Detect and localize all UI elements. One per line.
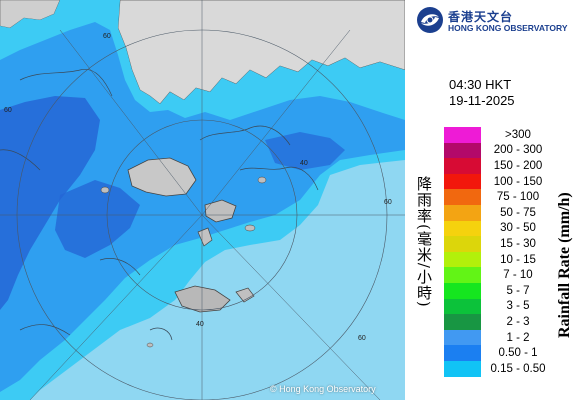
rain-area-heavy-3: [265, 132, 345, 170]
hk-island: [204, 199, 237, 223]
legend-swatch: [444, 314, 481, 330]
south-island-small: [235, 287, 255, 303]
legend-row: >300: [444, 127, 574, 143]
legend-row: 3 - 5: [444, 298, 574, 315]
legend-swatch: [444, 142, 481, 159]
small-islands: [100, 176, 267, 348]
legend-label: 150 - 200: [493, 159, 543, 172]
legend-row: 150 - 200: [444, 158, 574, 174]
legend-row: 100 - 150: [444, 173, 574, 190]
legend-swatch: [444, 251, 481, 268]
legend-swatch: [444, 158, 481, 174]
radar-map: 60 60 60 40 40 60 © Hong Kong Observator…: [0, 0, 405, 400]
legend-row: 50 - 75: [444, 204, 574, 221]
legend-label: 0.50 - 1: [498, 347, 538, 360]
legend-row: 2 - 3: [444, 314, 574, 330]
legend-label: >300: [505, 128, 531, 141]
ring-label: 40: [196, 321, 204, 328]
legend-row: 200 - 300: [444, 142, 574, 159]
rainfall-legend: >300 200 - 300 150 - 200 100 - 150 75 - 100 5…: [444, 127, 574, 377]
timestamp: 04:30 HKT 19-11-2025: [449, 77, 515, 109]
legend-label: 7 - 10: [503, 269, 533, 282]
hko-logo-icon: [417, 7, 443, 33]
legend-label: 50 - 75: [500, 206, 536, 219]
info-panel: 香港天文台 HONG KONG OBSERVATORY 04:30 HKT 19…: [405, 0, 577, 400]
legend-swatch: [444, 127, 481, 143]
legend-label: 10 - 15: [500, 253, 536, 266]
legend-swatch: [444, 345, 481, 361]
rain-area-heavy: [0, 96, 100, 310]
legend-label: 15 - 30: [500, 237, 536, 250]
legend-swatch: [444, 173, 481, 190]
legend-row: 15 - 30: [444, 236, 574, 252]
ring-label: 60: [103, 33, 111, 40]
ring-label: 60: [384, 199, 392, 206]
legend-label: 1 - 2: [506, 331, 530, 344]
legend-row: 1 - 2: [444, 329, 574, 346]
hko-logo: 香港天文台 HONG KONG OBSERVATORY: [416, 6, 576, 36]
radial-lines: [0, 0, 405, 400]
copyright-notice: © Hong Kong Observatory: [270, 384, 376, 394]
org-name-zh: 香港天文台: [448, 10, 514, 24]
legend-row: 10 - 15: [444, 251, 574, 268]
legend-swatch: [444, 329, 481, 346]
timestamp-date: 19-11-2025: [449, 93, 515, 108]
ring-label: 60: [358, 335, 366, 342]
legend-title-zh: 降雨率(毫米/小時): [415, 176, 433, 308]
legend-swatch: [444, 360, 481, 377]
legend-label: 75 - 100: [496, 191, 540, 204]
ring-label: 60: [4, 107, 12, 114]
legend-row: 0.50 - 1: [444, 345, 574, 361]
rain-area-medium: [0, 22, 405, 392]
legend-swatch: [444, 220, 481, 237]
legend-label: 3 - 5: [506, 300, 530, 313]
legend-label: 100 - 150: [493, 175, 543, 188]
legend-swatch: [444, 298, 481, 315]
legend-label: 2 - 3: [506, 315, 530, 328]
legend-swatch: [444, 204, 481, 221]
legend-row: 0.15 - 0.50: [444, 360, 574, 377]
org-name-en: HONG KONG OBSERVATORY: [448, 23, 568, 33]
legend-label: 0.15 - 0.50: [490, 362, 546, 375]
radar-map-canvas: 60 60 60 40 40 60: [0, 0, 405, 400]
legend-row: 75 - 100: [444, 189, 574, 205]
legend-swatch: [444, 282, 481, 299]
legend-swatch: [444, 267, 481, 283]
legend-swatch: [444, 189, 481, 205]
legend-row: 30 - 50: [444, 220, 574, 237]
legend-row: 7 - 10: [444, 267, 574, 283]
coastline-outlines: [0, 68, 319, 341]
legend-label: 200 - 300: [493, 144, 543, 157]
south-island-large: [174, 285, 231, 313]
rain-area-heavy-2: [55, 180, 140, 258]
legend-row: 5 - 7: [444, 282, 574, 299]
timestamp-time: 04:30 HKT: [449, 77, 512, 92]
legend-label: 5 - 7: [506, 284, 530, 297]
legend-label: 30 - 50: [500, 222, 536, 235]
legend-swatch: [444, 236, 481, 252]
legend-title-en: Rainfall Rate (mm/h): [556, 192, 573, 338]
ring-label: 40: [300, 160, 308, 167]
